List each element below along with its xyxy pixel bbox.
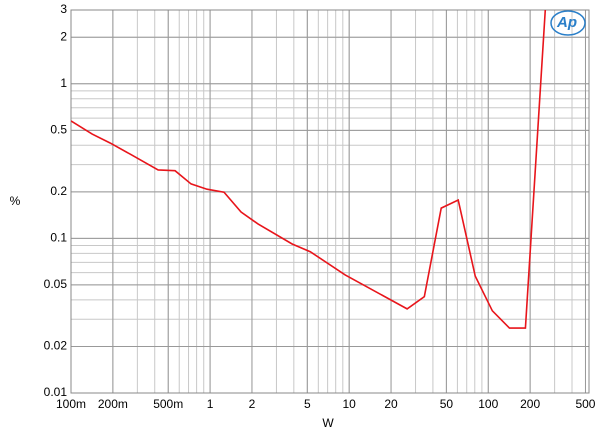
x-tick-label: 100m [56,397,86,411]
logo: Ap [550,10,586,36]
x-tick-label: 20 [384,397,398,411]
y-tick-label: 0.01 [44,385,68,399]
x-axis-label: W [322,416,334,430]
x-tick-label: 500 [575,397,595,411]
y-axis-label: % [10,194,21,208]
y-tick-label: 0.2 [50,184,67,198]
x-tick-label: 200m [98,397,128,411]
x-tick-label: 500m [153,397,183,411]
y-tick-label: 0.05 [44,277,68,291]
data-line [71,9,547,329]
logo-ring [550,10,586,36]
y-tick-label: 3 [60,2,67,16]
x-tick-label: 10 [342,397,356,411]
y-tick-label: 0.02 [44,339,68,353]
y-tick-label: 2 [60,29,67,43]
x-tick-label: 2 [249,397,256,411]
x-tick-label: 5 [304,397,311,411]
logo-text: Ap [556,14,577,31]
plot-frame [70,9,590,394]
y-tick-label: 1 [60,76,67,90]
x-tick-label: 200 [520,397,540,411]
y-tick-label: 0.5 [50,122,67,136]
x-tick-label: 100 [478,397,498,411]
y-tick-label: 0.1 [50,231,67,245]
x-tick-label: 1 [207,397,214,411]
x-tick-label: 50 [440,397,454,411]
